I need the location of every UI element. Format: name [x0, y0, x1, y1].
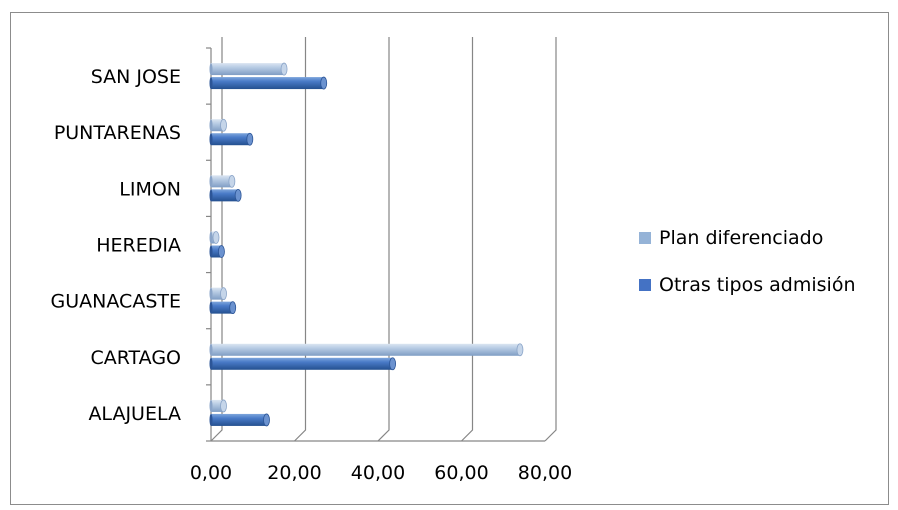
gridline [210, 37, 223, 442]
legend: Plan diferenciado Otras tipos admisión [639, 226, 856, 320]
bar [209, 174, 236, 188]
bar [209, 413, 270, 427]
category-label: SAN JOSE [91, 66, 181, 88]
bar [209, 301, 237, 315]
gridlines [210, 37, 557, 442]
category-label: GUANACASTE [51, 291, 181, 313]
category-labels: SAN JOSE PUNTARENAS LIMON HEREDIA GUANACASTE… [51, 66, 181, 425]
gridline [544, 37, 557, 442]
legend-label-plan-diferenciado: Plan diferenciado [659, 227, 824, 249]
category-label: LIMON [119, 178, 181, 200]
bar [209, 399, 227, 413]
bar [209, 188, 242, 202]
bar [209, 118, 227, 132]
x-tick-label: 20,00 [267, 462, 321, 484]
bar [209, 62, 288, 76]
gridline [294, 37, 307, 442]
bar [209, 132, 254, 146]
legend-item-otras-tipos-admision: Otras tipos admisión [639, 273, 856, 297]
x-tick-label: 40,00 [351, 462, 405, 484]
chart-frame [10, 12, 889, 505]
x-tick-labels: 0,00 20,00 40,00 60,00 80,00 [190, 462, 572, 484]
category-label: ALAJUELA [88, 403, 181, 425]
bar [209, 357, 397, 371]
category-label: CARTAGO [90, 347, 181, 369]
axes [206, 47, 545, 442]
bar [209, 231, 220, 244]
bar [209, 76, 328, 90]
legend-swatch-otras-tipos-admision [639, 279, 651, 291]
bar [209, 287, 227, 301]
gridline [377, 37, 390, 442]
gridline [461, 37, 474, 442]
category-label: HEREDIA [96, 235, 181, 257]
bar [209, 245, 225, 258]
category-label: PUNTARENAS [54, 122, 181, 144]
legend-label-otras-tipos-admision: Otras tipos admisión [659, 274, 856, 296]
x-tick-label: 0,00 [190, 462, 232, 484]
bar [209, 343, 524, 357]
bars [209, 62, 524, 427]
x-tick-label: 80,00 [518, 462, 572, 484]
legend-swatch-plan-diferenciado [639, 232, 651, 244]
x-tick-label: 60,00 [434, 462, 488, 484]
legend-item-plan-diferenciado: Plan diferenciado [639, 226, 856, 250]
